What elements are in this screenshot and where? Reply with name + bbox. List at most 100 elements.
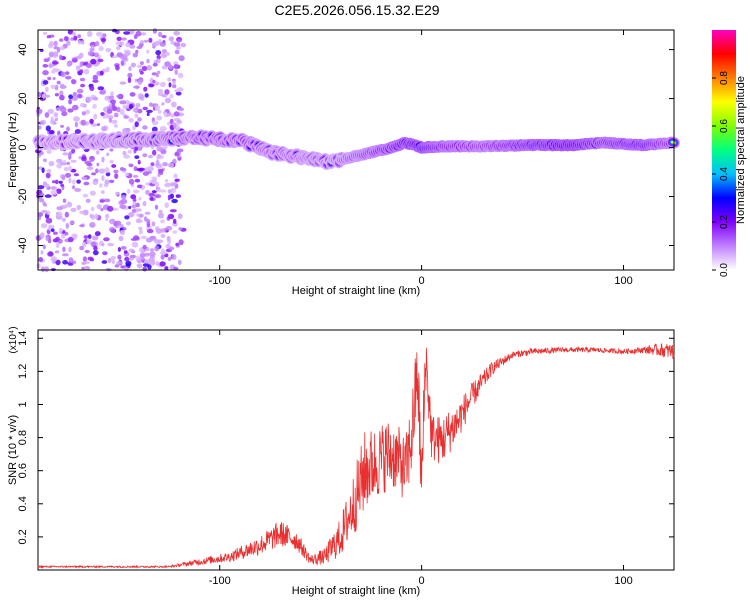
heatmap-noise-cell: [101, 126, 107, 132]
heatmap-noise-cell: [102, 251, 108, 256]
heatmap-noise-cell: [125, 260, 132, 266]
heatmap-noise-cell: [59, 38, 64, 42]
heatmap-noise-cell: [89, 222, 96, 228]
heatmap-noise-cell: [142, 244, 147, 250]
heatmap-noise-cell: [105, 217, 109, 222]
heatmap-noise-cell: [169, 193, 174, 199]
heatmap-noise-cell: [71, 79, 77, 85]
heatmap-noise-cell: [55, 179, 59, 185]
heatmap-noise-cell: [132, 52, 138, 58]
heatmap-noise-cell: [160, 189, 167, 193]
heatmap-noise-cell: [90, 123, 98, 127]
heatmap-noise-cell: [137, 184, 143, 189]
heatmap-noise-cell: [89, 213, 93, 219]
heatmap-noise-cell: [157, 212, 165, 219]
heatmap-noise-cell: [70, 207, 77, 213]
heatmap-noise-cell: [104, 95, 109, 101]
heatmap-noise-cell: [120, 60, 125, 66]
heatmap-noise-cell: [132, 125, 137, 131]
heatmap-noise-cell: [81, 156, 87, 162]
heatmap-noise-cell: [114, 173, 119, 180]
heatmap-noise-cell: [96, 123, 100, 127]
heatmap-noise-cell: [50, 84, 56, 90]
heatmap-noise-cell: [115, 41, 121, 46]
heatmap-noise-cell: [169, 118, 174, 124]
heatmap-noise-cell: [74, 188, 82, 192]
heatmap-noise-cell: [171, 198, 178, 204]
heatmap-noise-cell: [59, 90, 64, 96]
heatmap-noise-cell: [80, 119, 86, 126]
heatmap-noise-cell: [107, 257, 112, 264]
heatmap-noise-cell: [55, 236, 60, 242]
heatmap-noise-cell: [156, 146, 163, 152]
heatmap-noise-cell: [70, 168, 77, 173]
heatmap-noise-cell: [61, 232, 66, 239]
heatmap-noise-cell: [89, 85, 95, 91]
heatmap-noise-cell: [122, 150, 127, 156]
heatmap-noise-cell: [174, 151, 180, 157]
heatmap-noise-cell: [146, 49, 150, 54]
heatmap-noise-cell: [127, 72, 133, 78]
heatmap-noise-cell: [124, 215, 130, 220]
snr-y-tick-label: 0.6: [17, 463, 29, 478]
heatmap-noise-cell: [116, 106, 121, 113]
heatmap-noise-cell: [36, 263, 41, 269]
heatmap-noise-cell: [152, 79, 156, 84]
heatmap-noise-cell: [110, 228, 116, 233]
heatmap-noise-cell: [176, 122, 180, 129]
snr-y-tick-label: 1: [17, 401, 29, 407]
heatmap-noise-cell: [151, 179, 157, 185]
heatmap-noise-cell: [41, 93, 46, 99]
heatmap-noise-cell: [100, 208, 104, 212]
heatmap-noise-cell: [59, 54, 63, 61]
heatmap-noise-cell: [155, 50, 162, 56]
heatmap-noise-cell: [45, 125, 51, 132]
heatmap-noise-cell: [141, 65, 148, 72]
heatmap-noise-cell: [108, 179, 115, 183]
heatmap-noise-cell: [48, 51, 54, 58]
heatmap-noise-cell: [145, 237, 153, 243]
heatmap-noise-cell: [107, 108, 113, 114]
heatmap-noise-cell: [90, 241, 96, 248]
heatmap-noise-cell: [159, 41, 166, 47]
heatmap-noise-cell: [119, 229, 126, 236]
heatmap-noise-cell: [82, 193, 89, 198]
heatmap-noise-cell: [176, 194, 182, 198]
heatmap-noise-cell: [164, 61, 171, 67]
heatmap-noise-cell: [95, 168, 99, 174]
heatmap-noise-cell: [64, 203, 69, 209]
heatmap-noise-cell: [41, 209, 48, 214]
heatmap-noise-cell: [80, 83, 86, 88]
heatmap-noise-cell: [50, 116, 54, 122]
heatmap-noise-cell: [79, 69, 84, 74]
heatmap-noise-cell: [151, 190, 157, 194]
snr-panel: -100 0 100 0.2 0.4 0.6 0.8 1 1.2 1.4 Height of s…: [7, 326, 675, 597]
heatmap-noise-cell: [114, 264, 120, 268]
heatmap-noise-cell: [152, 149, 157, 156]
heatmap-noise-cell: [142, 125, 148, 130]
heatmap-noise-cell: [128, 103, 134, 110]
spectrogram-heatmap: [32, 28, 680, 273]
heatmap-noise-cell: [156, 55, 161, 60]
heatmap-noise-cell: [142, 200, 147, 207]
spectrogram-x-label: Height of straight line (km): [292, 285, 420, 297]
heatmap-noise-cell: [67, 236, 74, 243]
heatmap-noise-cell: [79, 224, 85, 228]
spectrogram-y-ticks: -40 -20 0 20 40: [17, 43, 674, 253]
heatmap-noise-cell: [173, 42, 181, 47]
heatmap-noise-cell: [55, 259, 61, 266]
heatmap-noise-cell: [43, 58, 50, 63]
spectrogram-y-tick-label: 40: [17, 43, 29, 55]
heatmap-noise-cell: [66, 61, 72, 67]
heatmap-noise-cell: [117, 254, 122, 260]
heatmap-noise-cell: [35, 108, 43, 115]
heatmap-noise-cell: [68, 151, 73, 157]
heatmap-noise-cell: [132, 174, 139, 178]
heatmap-noise-cell: [140, 40, 145, 44]
heatmap-noise-cell: [92, 250, 99, 256]
heatmap-noise-cell: [173, 63, 178, 69]
heatmap-noise-cell: [135, 103, 141, 108]
heatmap-noise-cell: [123, 154, 130, 159]
heatmap-noise-cell: [147, 264, 152, 270]
heatmap-noise-cell: [90, 206, 95, 212]
